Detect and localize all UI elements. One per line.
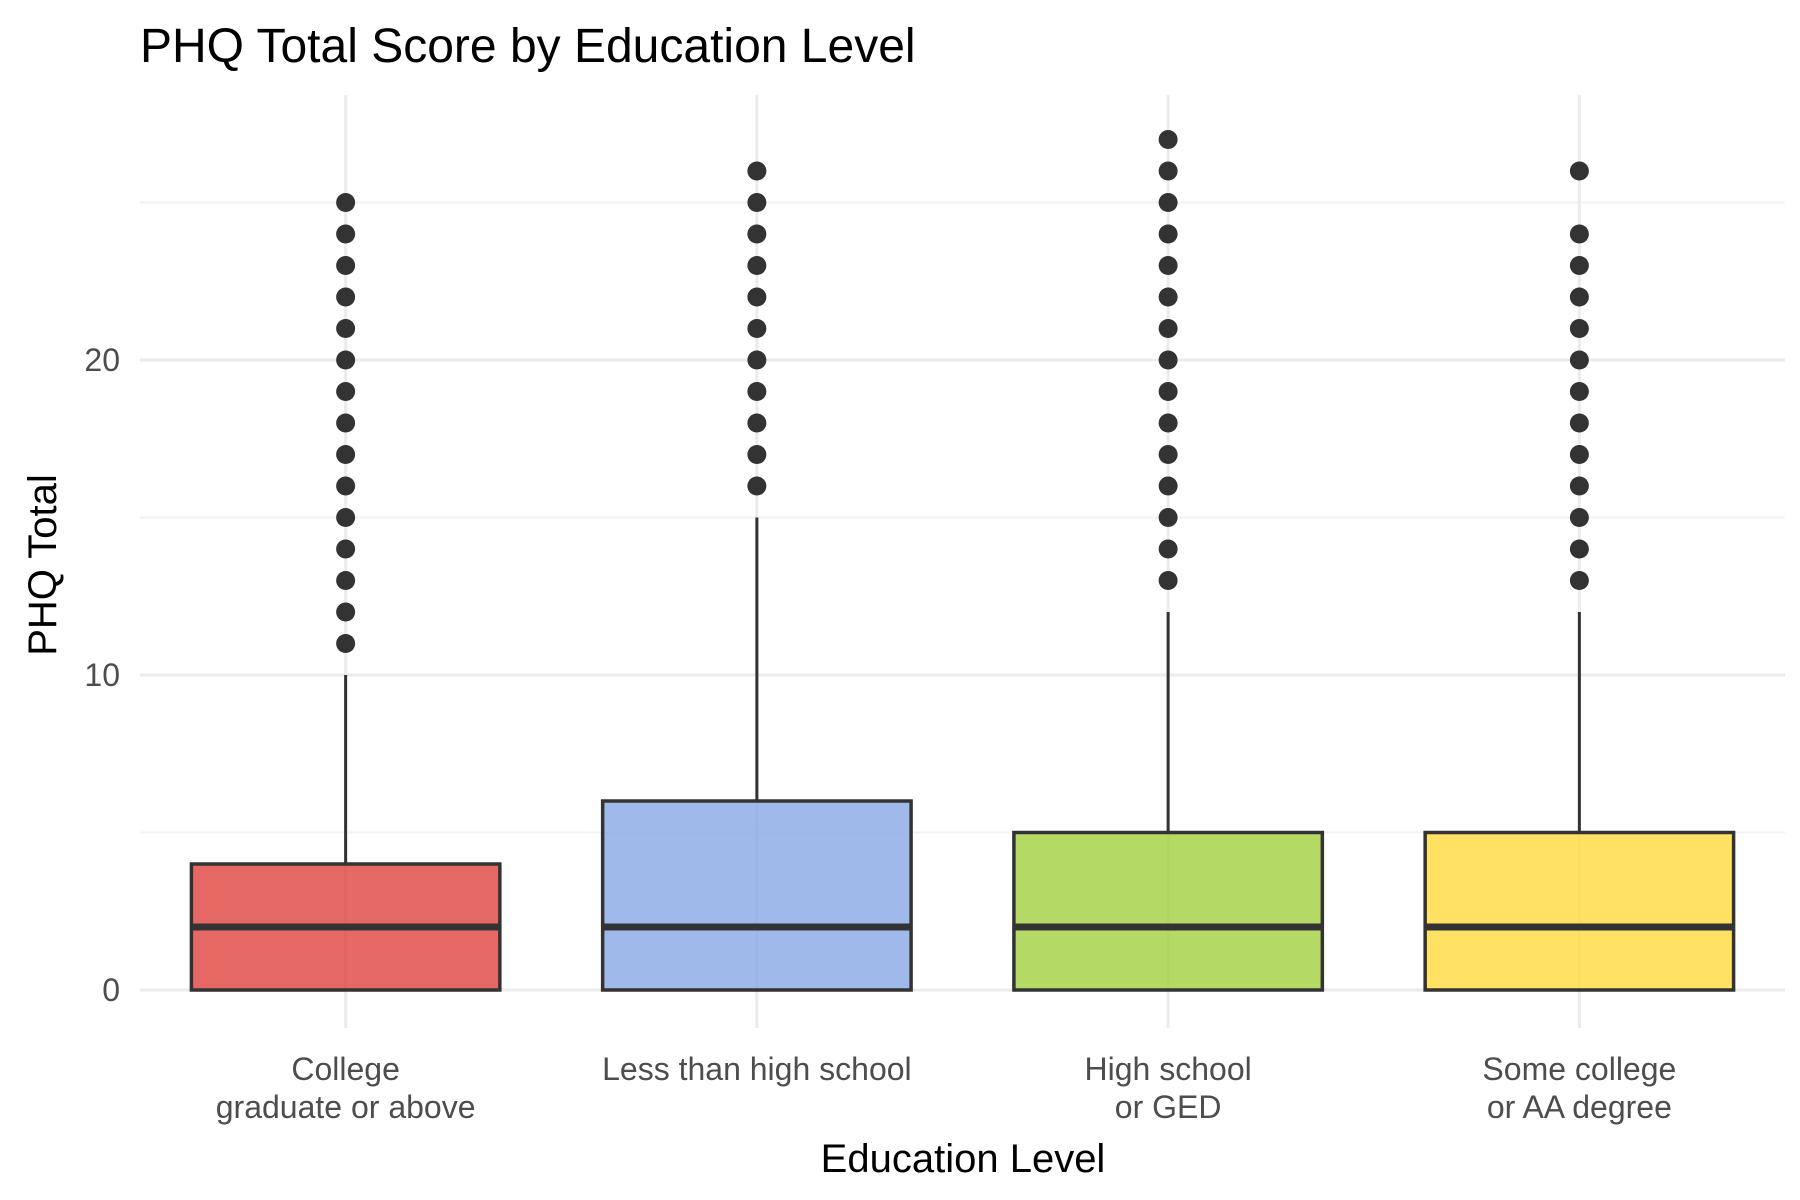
outlier-point	[336, 571, 356, 590]
box-group	[600, 161, 913, 992]
outlier-point	[336, 508, 356, 527]
outlier-point	[336, 256, 356, 275]
outlier-point	[747, 287, 767, 307]
outlier-point	[1158, 445, 1178, 464]
box-group	[189, 193, 502, 992]
x-tick-label: or GED	[1115, 1089, 1222, 1125]
outlier-point	[1569, 350, 1589, 370]
outlier-point	[336, 445, 356, 464]
outlier-point	[336, 193, 356, 212]
outlier-point	[747, 193, 767, 212]
chart-title: PHQ Total Score by Education Level	[140, 20, 916, 73]
outlier-point	[1569, 413, 1589, 433]
outlier-point	[1158, 476, 1178, 496]
outlier-point	[1569, 224, 1589, 244]
outlier-point	[1569, 382, 1589, 401]
outlier-point	[1158, 571, 1178, 590]
boxes	[189, 130, 1736, 992]
outlier-point	[1569, 256, 1589, 275]
outlier-point	[1569, 319, 1589, 338]
x-tick-label: graduate or above	[216, 1089, 476, 1125]
x-axis-title: Education Level	[821, 1137, 1106, 1181]
outlier-point	[336, 350, 356, 370]
outlier-point	[1158, 287, 1178, 307]
box	[1012, 830, 1325, 992]
outlier-point	[747, 476, 767, 496]
outlier-point	[747, 382, 767, 401]
outlier-point	[1158, 193, 1178, 212]
outlier-point	[1569, 476, 1589, 496]
outlier-point	[1158, 508, 1178, 527]
outlier-point	[336, 539, 356, 559]
outlier-point	[1569, 571, 1589, 590]
outlier-point	[1158, 130, 1178, 149]
box-group	[1012, 130, 1325, 992]
outlier-point	[1158, 319, 1178, 338]
outlier-point	[336, 319, 356, 338]
outlier-point	[1569, 161, 1589, 181]
x-tick-label: Some college	[1482, 1051, 1676, 1087]
outlier-point	[1158, 413, 1178, 433]
outlier-point	[1569, 287, 1589, 307]
y-tick-label: 0	[102, 972, 120, 1008]
outlier-point	[1158, 382, 1178, 401]
outlier-point	[747, 224, 767, 244]
outlier-point	[747, 161, 767, 181]
outlier-point	[336, 602, 356, 622]
outlier-point	[747, 350, 767, 370]
y-tick-label: 20	[84, 342, 120, 378]
y-axis-title: PHQ Total	[21, 474, 65, 656]
x-tick-label: Less than high school	[602, 1051, 912, 1087]
outlier-point	[336, 382, 356, 401]
outlier-point	[336, 476, 356, 496]
outlier-point	[1569, 508, 1589, 527]
outlier-point	[1158, 161, 1178, 181]
box	[1423, 830, 1736, 992]
outlier-point	[747, 256, 767, 275]
x-tick-label: or AA degree	[1487, 1089, 1672, 1125]
outlier-point	[1158, 350, 1178, 370]
outlier-point	[747, 413, 767, 433]
outlier-point	[1158, 256, 1178, 275]
box	[600, 799, 913, 992]
y-tick-label: 10	[84, 657, 120, 693]
outlier-point	[1158, 224, 1178, 244]
outlier-point	[336, 413, 356, 433]
outlier-point	[747, 319, 767, 338]
outlier-point	[1569, 539, 1589, 559]
y-axis-ticks: 0 10 20	[84, 342, 120, 1008]
outlier-point	[1158, 539, 1178, 559]
outlier-point	[336, 224, 356, 244]
x-tick-label: College	[291, 1051, 400, 1087]
outlier-point	[336, 287, 356, 307]
outlier-point	[747, 445, 767, 464]
box-group	[1423, 161, 1736, 992]
x-tick-label: High school	[1085, 1051, 1252, 1087]
outlier-point	[336, 634, 356, 653]
outlier-point	[1569, 445, 1589, 464]
